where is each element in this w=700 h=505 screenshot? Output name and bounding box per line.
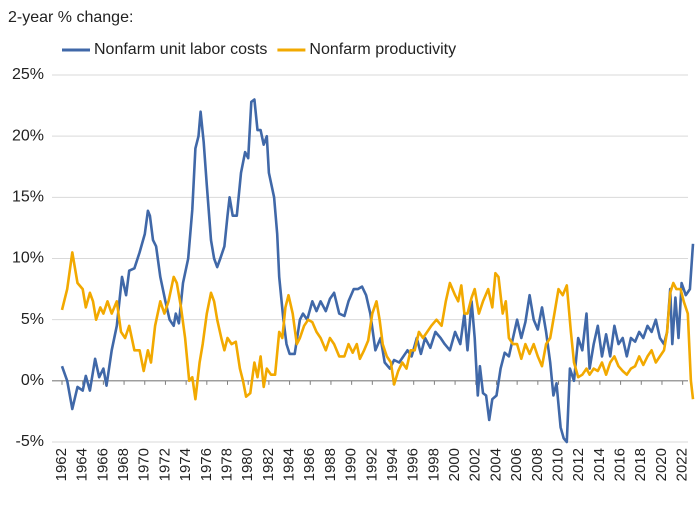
x-tick-label: 1984 bbox=[281, 448, 298, 481]
x-tick-label: 1992 bbox=[363, 448, 380, 481]
legend-label: Nonfarm productivity bbox=[309, 41, 456, 58]
series-line bbox=[60, 251, 695, 401]
x-tick-label: 1972 bbox=[156, 448, 173, 481]
x-tick-label: 2002 bbox=[467, 448, 484, 481]
x-tick-label: 2014 bbox=[591, 448, 608, 481]
x-tick-label: 1998 bbox=[425, 448, 442, 481]
y-tick-label: -5% bbox=[16, 433, 44, 450]
chart-subtitle: 2-year % change: bbox=[8, 9, 133, 26]
x-tick-label: 1978 bbox=[218, 448, 235, 481]
x-tick-label: 2006 bbox=[508, 448, 525, 481]
y-tick-label: 25% bbox=[12, 66, 44, 83]
x-tick-label: 2018 bbox=[632, 448, 649, 481]
x-tick-label: 1996 bbox=[405, 448, 422, 481]
x-tick-label: 2010 bbox=[549, 448, 566, 481]
x-tick-label: 2000 bbox=[446, 448, 463, 481]
x-tick-label: 1980 bbox=[239, 448, 256, 481]
x-tick-label: 2004 bbox=[487, 448, 504, 481]
series-line bbox=[60, 98, 695, 444]
y-tick-label: 10% bbox=[12, 250, 44, 267]
x-tick-label: 1986 bbox=[301, 448, 318, 481]
x-tick-label: 1990 bbox=[343, 448, 360, 481]
x-tick-label: 1976 bbox=[198, 448, 215, 481]
x-tick-label: 1968 bbox=[115, 448, 132, 481]
x-tick-label: 2016 bbox=[612, 448, 629, 481]
legend: Nonfarm unit labor costs Nonfarm producti… bbox=[62, 41, 456, 58]
y-tick-label: 5% bbox=[21, 311, 44, 328]
x-tick-label: 1988 bbox=[322, 448, 339, 481]
x-tick-label: 1970 bbox=[136, 448, 153, 481]
x-tick-label: 2012 bbox=[570, 448, 587, 481]
x-tick-label: 1982 bbox=[260, 448, 277, 481]
x-tick-label: 2008 bbox=[529, 448, 546, 481]
x-tick-label: 1962 bbox=[53, 448, 70, 481]
y-tick-label: 15% bbox=[12, 189, 44, 206]
x-tick-label: 1974 bbox=[177, 448, 194, 481]
y-tick-label: 0% bbox=[21, 372, 44, 389]
y-tick-label: 20% bbox=[12, 127, 44, 144]
x-tick-label: 1966 bbox=[94, 448, 111, 481]
x-tick-label: 1994 bbox=[384, 448, 401, 481]
x-tick-label: 2022 bbox=[674, 448, 691, 481]
x-tick-label: 2020 bbox=[653, 448, 670, 481]
legend-label: Nonfarm unit labor costs bbox=[94, 41, 267, 58]
x-tick-label: 1964 bbox=[74, 448, 91, 481]
